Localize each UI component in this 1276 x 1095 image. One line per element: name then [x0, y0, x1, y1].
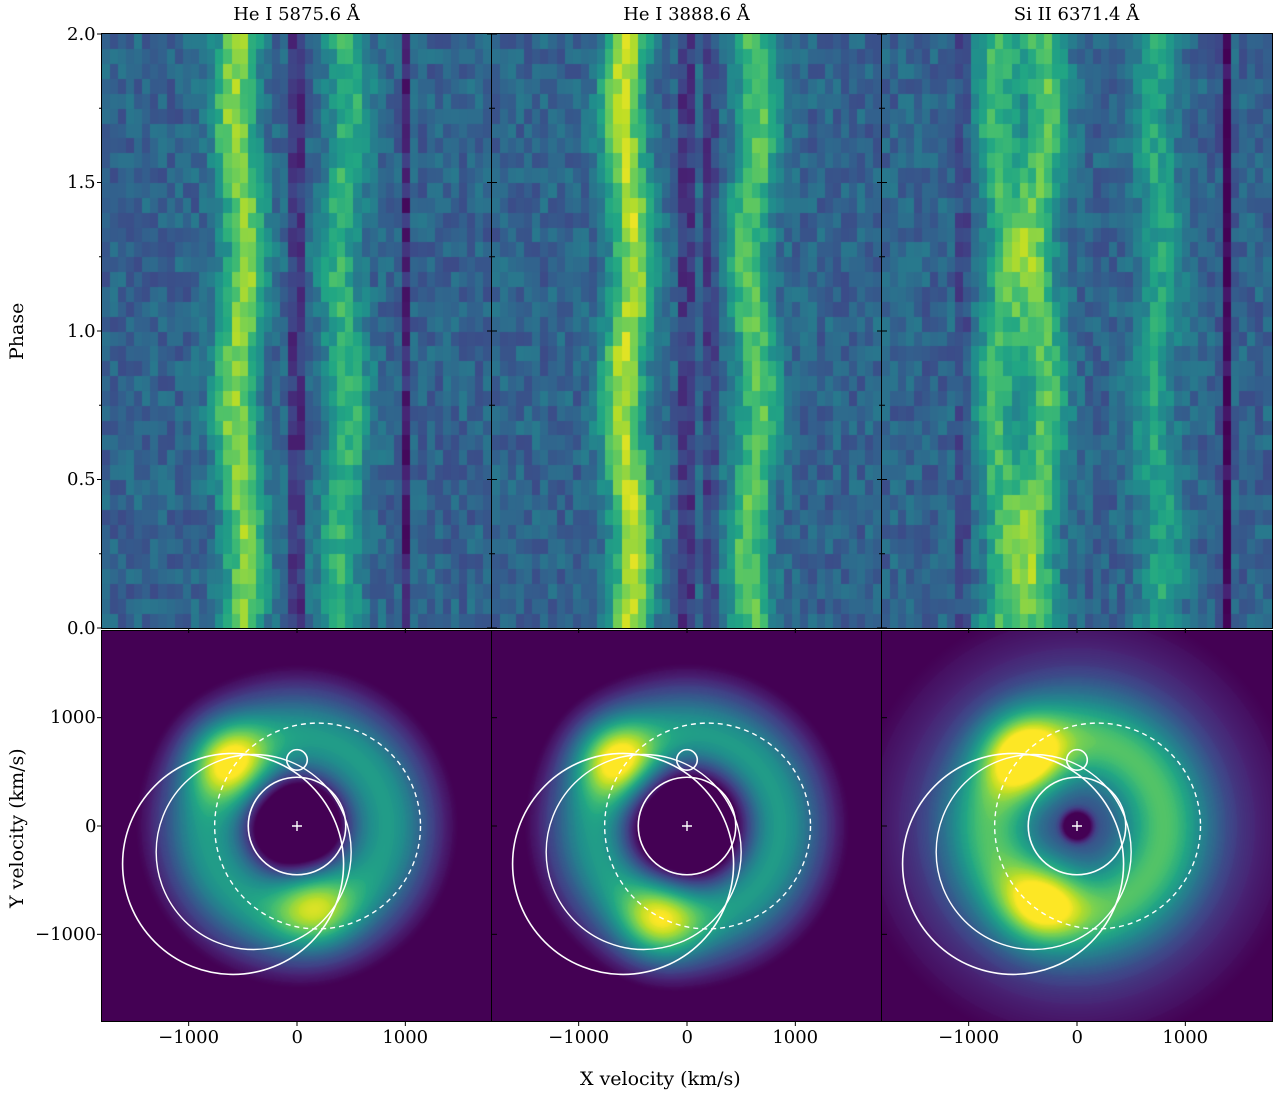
- kepler-velocity-circle: [993, 722, 1202, 930]
- trailed-spectrum-canvas-2: [882, 34, 1272, 628]
- primary-roche-lobe: [637, 776, 737, 876]
- stream-arc-outer: [901, 752, 1125, 976]
- trailed-spectrum-si6371: [881, 33, 1273, 629]
- x-velocity-tick-label: 0: [291, 1027, 303, 1048]
- panel-title-he3888: He I 3888.6 Å: [623, 4, 750, 25]
- x-velocity-tick-label: 0: [1071, 1027, 1083, 1048]
- tomogram-he5875: [101, 630, 493, 1022]
- center-of-mass-marker: [682, 821, 692, 831]
- x-velocity-tick-label: 1000: [382, 1027, 429, 1048]
- y-velocity-tick-label: −1000: [35, 923, 96, 945]
- tomogram-he3888: [491, 630, 883, 1022]
- x-velocity-tick-label: 0: [681, 1027, 693, 1048]
- center-of-mass-marker: [292, 821, 302, 831]
- phase-axis-label: Phase: [6, 302, 28, 360]
- stream-arc-outer: [121, 752, 345, 976]
- phase-tick-label: 2.0: [67, 23, 96, 45]
- panel-title-he5875: He I 5875.6 Å: [233, 4, 360, 25]
- trailed-spectrum-canvas-1: [492, 34, 882, 628]
- y-velocity-tick-label: 0: [85, 815, 97, 837]
- y-velocity-tick-label: 1000: [50, 707, 96, 729]
- tomogram-overlay-1: [511, 722, 812, 976]
- primary-roche-lobe: [1027, 776, 1127, 876]
- stream-arc-inner: [545, 753, 742, 951]
- phase-tick-label: 0.5: [67, 469, 96, 490]
- phase-tick-label: 1.5: [67, 172, 96, 193]
- y-velocity-axis-label: Y velocity (km/s): [6, 748, 28, 908]
- trailed-spectrum-he3888: [491, 33, 883, 629]
- stream-arc-inner: [155, 753, 352, 951]
- panel-title-si6371: Si II 6371.4 Å: [1013, 4, 1140, 25]
- tomogram-si6371: [881, 630, 1273, 1022]
- secondary-roche-lobe: [285, 748, 309, 772]
- trailed-spectrum-he5875: [101, 33, 493, 629]
- secondary-roche-lobe: [675, 748, 699, 772]
- phase-tick-label: 0.0: [67, 617, 96, 639]
- kepler-velocity-circle: [213, 722, 422, 930]
- center-of-mass-marker: [1072, 821, 1082, 831]
- tomogram-overlay-0: [121, 722, 422, 976]
- x-velocity-axis-label: X velocity (km/s): [580, 1068, 741, 1090]
- phase-tick-label: 1.0: [67, 320, 96, 342]
- stream-arc-inner: [935, 753, 1132, 951]
- secondary-roche-lobe: [1065, 748, 1089, 772]
- x-velocity-tick-label: 1000: [772, 1027, 819, 1048]
- x-velocity-tick-label: 1000: [1162, 1027, 1209, 1048]
- x-velocity-tick-label: −1000: [938, 1027, 1000, 1048]
- stream-arc-outer: [511, 752, 735, 976]
- kepler-velocity-circle: [603, 722, 812, 930]
- primary-roche-lobe: [247, 776, 347, 876]
- x-velocity-tick-label: −1000: [548, 1027, 610, 1048]
- x-velocity-tick-label: −1000: [158, 1027, 220, 1048]
- trailed-spectrum-canvas-0: [102, 34, 492, 628]
- tomogram-overlay-2: [901, 722, 1202, 976]
